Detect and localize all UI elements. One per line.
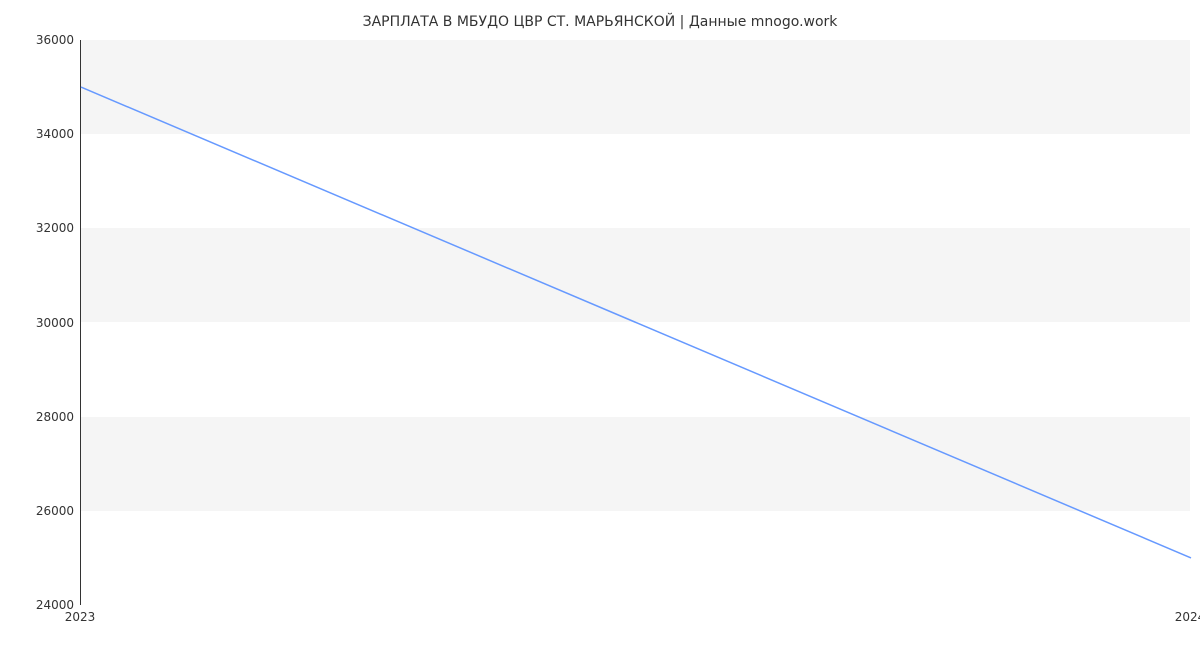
x-tick-label: 2024 (1175, 610, 1200, 624)
series-line (81, 87, 1191, 558)
y-tick-label: 36000 (36, 33, 74, 47)
chart-title: ЗАРПЛАТА В МБУДО ЦВР СТ. МАРЬЯНСКОЙ | Да… (0, 14, 1200, 30)
chart-container: ЗАРПЛАТА В МБУДО ЦВР СТ. МАРЬЯНСКОЙ | Да… (0, 0, 1200, 650)
x-tick-label: 2023 (65, 610, 96, 624)
line-series (81, 40, 1191, 605)
plot-area (80, 40, 1190, 605)
y-tick-label: 34000 (36, 127, 74, 141)
y-tick-label: 28000 (36, 410, 74, 424)
y-tick-label: 32000 (36, 221, 74, 235)
y-tick-label: 30000 (36, 316, 74, 330)
y-tick-label: 26000 (36, 504, 74, 518)
